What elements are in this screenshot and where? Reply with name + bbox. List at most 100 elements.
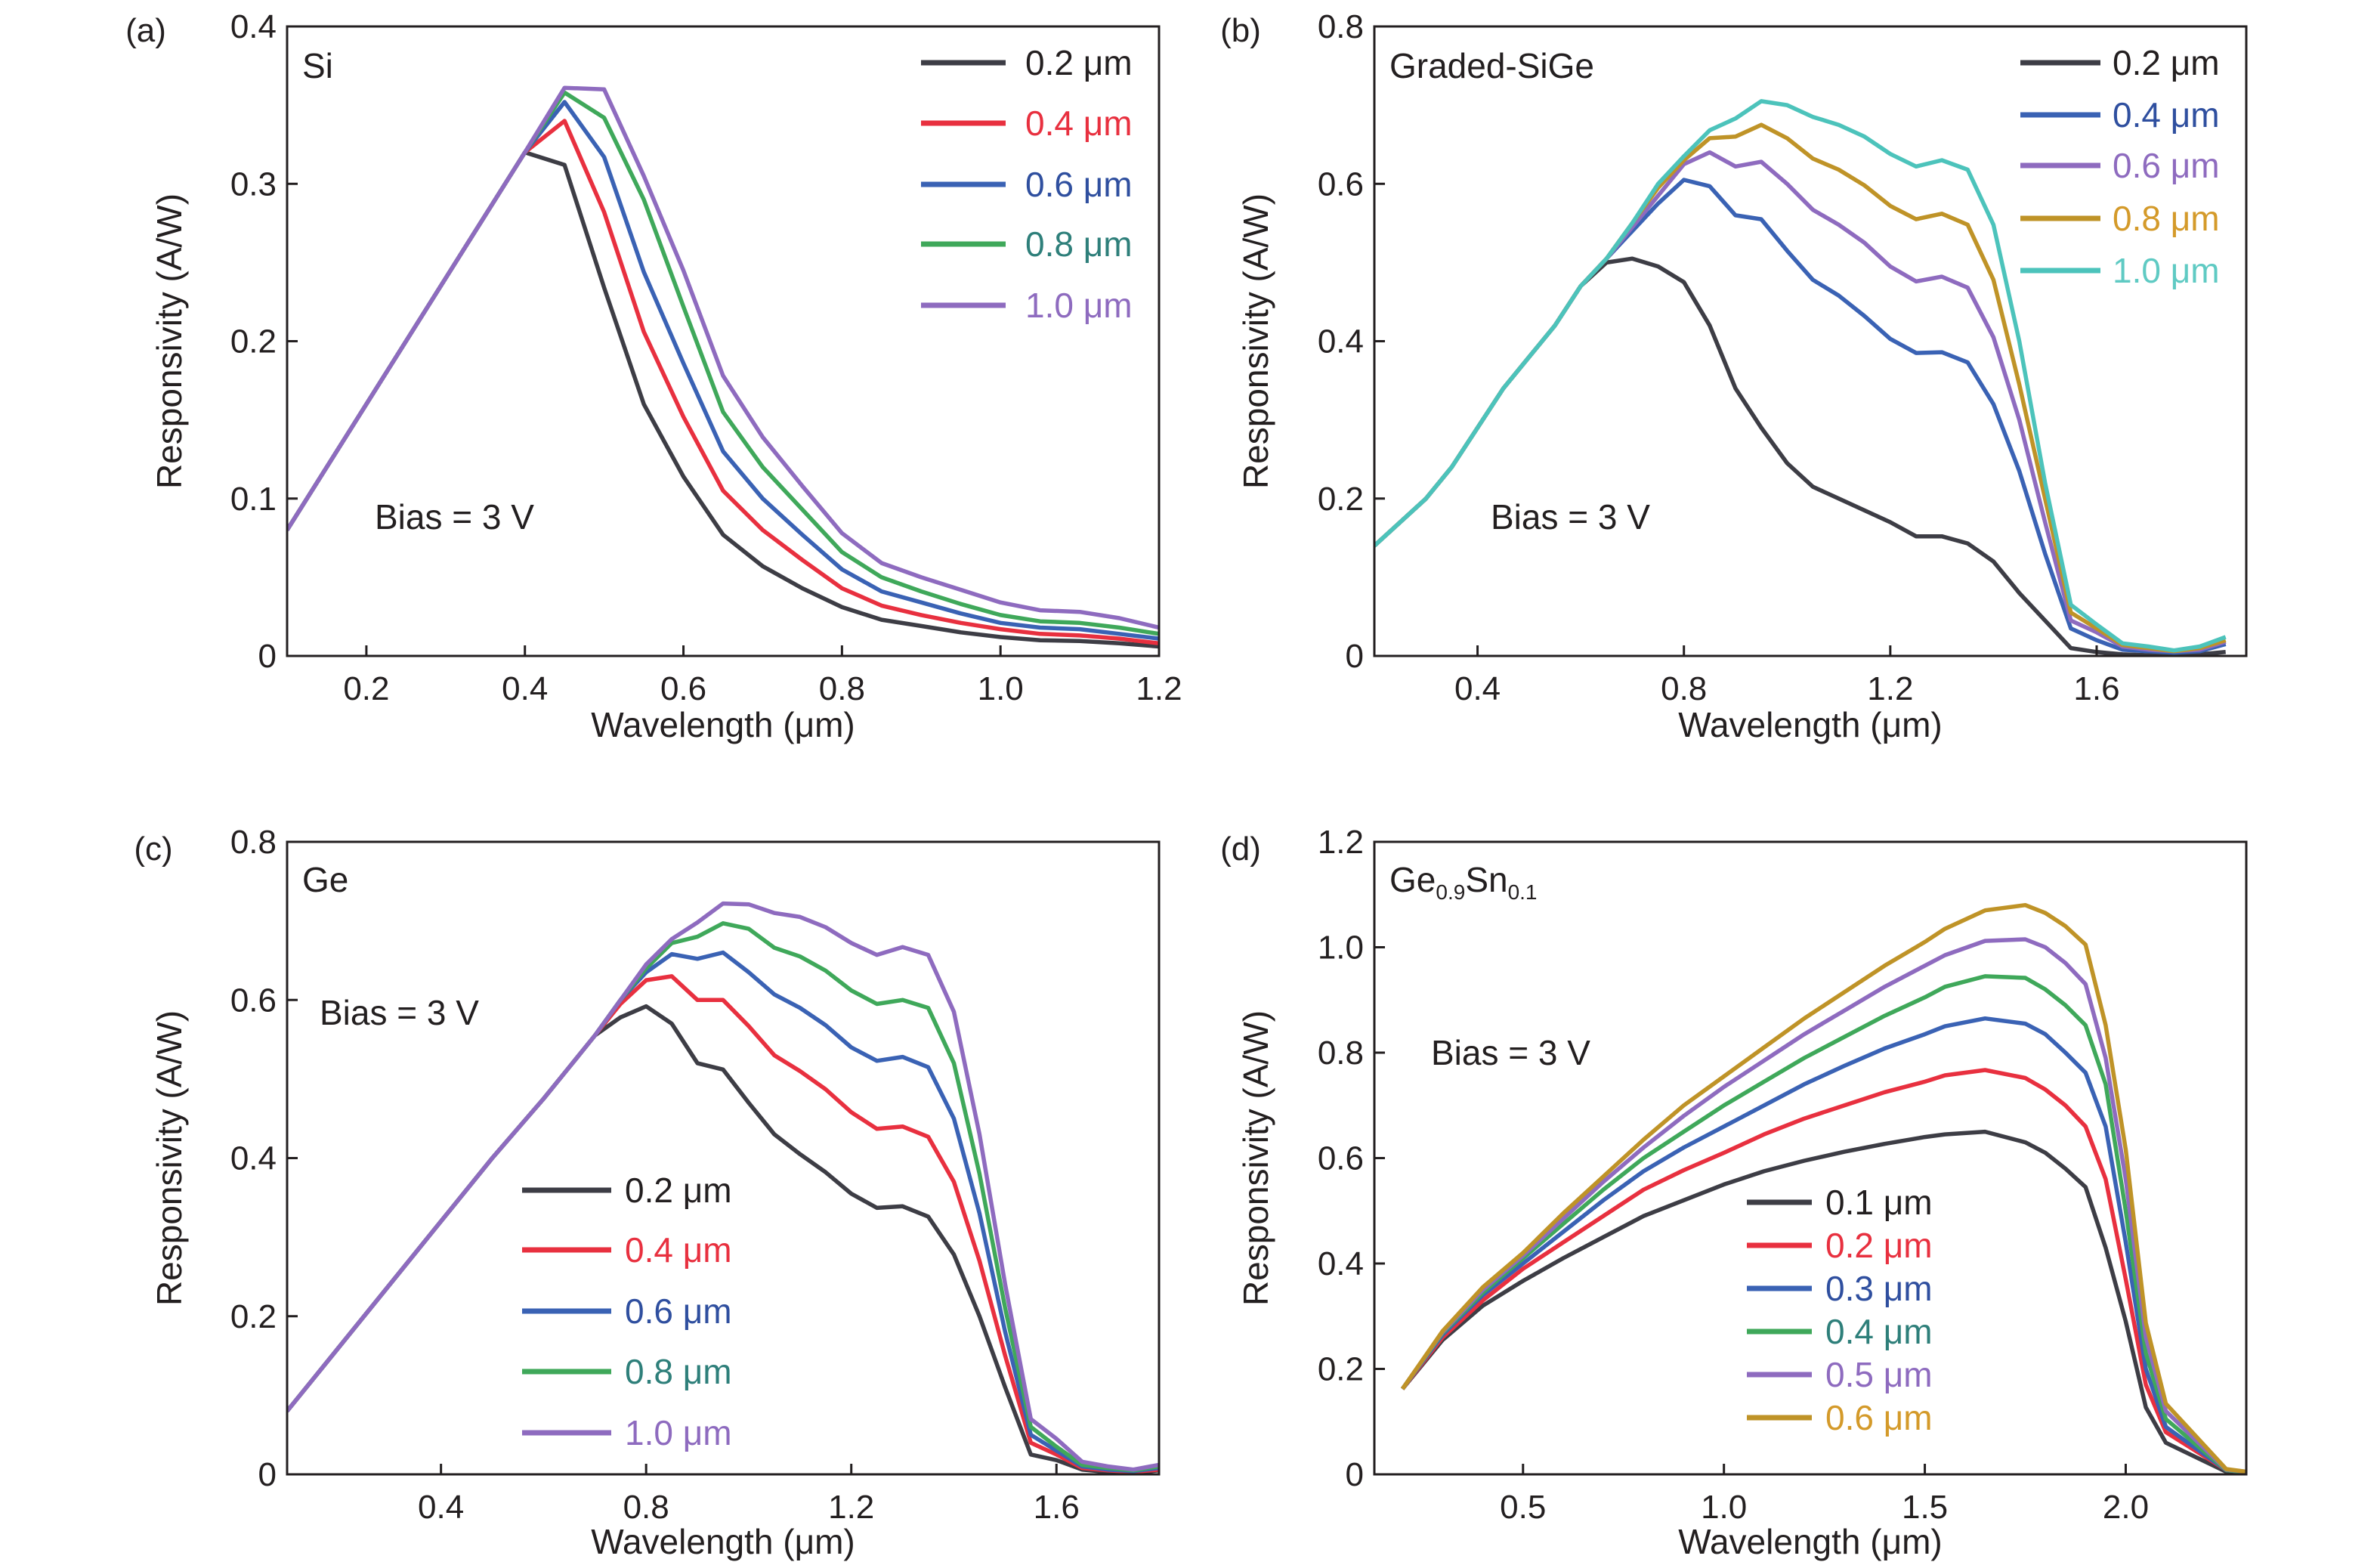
x-tick-label: 2.0 bbox=[2103, 1489, 2149, 1526]
bias-annotation: Bias = 3 V bbox=[375, 497, 534, 537]
legend: 0.2 μm 0.4 μm 0.6 μm 0.8 μm 1.0 μm bbox=[522, 1171, 732, 1452]
legend-label: 1.0 μm bbox=[2113, 251, 2220, 290]
panel-a: 0.2 0.4 0.6 0.8 1.0 1.2 0 0.1 0.2 0.3 0.4 Wavelengt… bbox=[125, 8, 1182, 744]
legend: 0.2 μm 0.4 μm 0.6 μm 0.8 μm 1.0 μm bbox=[2020, 43, 2220, 290]
y-tick-label: 0.4 bbox=[1318, 323, 1364, 360]
legend-label: 0.6 μm bbox=[1825, 1398, 1933, 1437]
material-main: Graded-SiGe bbox=[1389, 46, 1594, 85]
legend-label: 0.2 μm bbox=[2113, 43, 2220, 82]
x-tick-label: 0.8 bbox=[623, 1489, 669, 1526]
y-tick-label: 0.2 bbox=[1318, 1351, 1364, 1388]
panel-label: (b) bbox=[1220, 12, 1261, 49]
y-axis-label: Responsivity (A/W) bbox=[1236, 193, 1275, 489]
y-tick-label: 0.8 bbox=[1318, 1035, 1364, 1072]
material-label: Si bbox=[302, 46, 333, 85]
legend: 0.2 μm 0.4 μm 0.6 μm 0.8 μm 1.0 μm bbox=[921, 43, 1133, 325]
y-tick-label: 1.0 bbox=[1318, 929, 1364, 967]
x-tick-label: 0.6 bbox=[660, 670, 706, 707]
legend-label: 0.6 μm bbox=[625, 1291, 732, 1331]
series-line-0.2 bbox=[287, 150, 1159, 649]
material-main: Si bbox=[302, 46, 333, 85]
y-tick-label: 0.4 bbox=[1318, 1245, 1364, 1282]
series-group bbox=[287, 901, 1159, 1474]
y-tick-label: 0.6 bbox=[230, 982, 277, 1019]
panel-label: (d) bbox=[1220, 830, 1261, 868]
x-tick-label: 1.5 bbox=[1902, 1489, 1948, 1526]
legend-label: 0.2 μm bbox=[1825, 1226, 1933, 1265]
x-tick-label: 1.6 bbox=[2073, 670, 2119, 707]
series-line-0.2 bbox=[1401, 1068, 2246, 1474]
x-tick-label: 1.6 bbox=[1034, 1489, 1080, 1526]
legend-label: 0.4 μm bbox=[2113, 95, 2220, 135]
x-tick-label: 0.4 bbox=[418, 1489, 464, 1526]
legend: 0.1 μm 0.2 μm 0.3 μm 0.4 μm 0.5 μm 0.6 μm bbox=[1747, 1183, 1933, 1437]
bias-annotation: Bias = 3 V bbox=[1491, 497, 1650, 537]
y-tick-label: 1.2 bbox=[1318, 824, 1364, 861]
series-line-0.4 bbox=[1374, 178, 2227, 655]
y-axis-label: Responsivity (A/W) bbox=[150, 193, 189, 489]
panel-label: (a) bbox=[125, 12, 166, 49]
y-tick-label: 0.1 bbox=[230, 481, 277, 518]
series-line-0.1 bbox=[1401, 1129, 2246, 1474]
x-axis-label: Wavelength (μm) bbox=[591, 705, 855, 744]
y-tick-label: 0.6 bbox=[1318, 1140, 1364, 1177]
series-line-0.2 bbox=[1374, 256, 2226, 656]
x-tick-label: 0.4 bbox=[1454, 670, 1501, 707]
x-tick-label: 0.8 bbox=[819, 670, 865, 707]
x-tick-label: 1.0 bbox=[978, 670, 1024, 707]
series-line-1.0 bbox=[1374, 99, 2227, 653]
x-tick-label: 1.2 bbox=[828, 1489, 874, 1526]
legend-label: 0.2 μm bbox=[1025, 43, 1133, 82]
y-tick-label: 0.8 bbox=[230, 824, 277, 861]
series-line-0.3 bbox=[1400, 1016, 2246, 1474]
material-main: Sn bbox=[1465, 860, 1507, 899]
series-group bbox=[287, 85, 1159, 649]
series-line-0.5 bbox=[1400, 937, 2246, 1474]
legend-label: 0.4 μm bbox=[625, 1230, 732, 1270]
x-axis-label: Wavelength (μm) bbox=[591, 1522, 855, 1561]
panel-label: (c) bbox=[134, 830, 172, 868]
y-tick-label: 0.2 bbox=[1318, 481, 1364, 518]
y-tick-label: 0 bbox=[1346, 638, 1364, 675]
legend-label: 0.3 μm bbox=[1825, 1269, 1933, 1308]
series-line-1.0 bbox=[287, 901, 1159, 1472]
legend-label: 0.5 μm bbox=[1825, 1355, 1933, 1394]
material-sub: 0.9 bbox=[1436, 880, 1465, 904]
y-tick-label: 0.4 bbox=[230, 1140, 277, 1177]
y-tick-label: 0.2 bbox=[230, 323, 277, 360]
y-axis-label: Responsivity (A/W) bbox=[150, 1010, 189, 1306]
material-main: Ge bbox=[302, 860, 348, 899]
x-axis-label: Wavelength (μm) bbox=[1678, 1522, 1942, 1561]
x-tick-label: 0.2 bbox=[343, 670, 389, 707]
x-tick-label: 1.0 bbox=[1701, 1489, 1747, 1526]
material-main: Ge bbox=[1389, 860, 1436, 899]
legend-label: 0.8 μm bbox=[1025, 224, 1133, 264]
panel-d: 0.5 1.0 1.5 2.0 0 0.2 0.4 0.6 0.8 1.0 1.2 Wavelengt… bbox=[1220, 824, 2248, 1561]
legend-label: 0.6 μm bbox=[2113, 146, 2220, 185]
legend-label: 1.0 μm bbox=[1025, 286, 1133, 325]
legend-label: 0.8 μm bbox=[2113, 199, 2220, 238]
series-line-0.4 bbox=[1400, 974, 2246, 1474]
material-sub: 0.1 bbox=[1508, 880, 1538, 904]
x-tick-label: 0.8 bbox=[1661, 670, 1707, 707]
x-tick-label: 0.5 bbox=[1500, 1489, 1546, 1526]
y-tick-label: 0.3 bbox=[230, 165, 277, 203]
x-axis-label: Wavelength (μm) bbox=[1678, 705, 1942, 744]
x-tick-label: 0.4 bbox=[502, 670, 548, 707]
material-label: Graded-SiGe bbox=[1389, 46, 1594, 85]
y-tick-label: 0 bbox=[258, 638, 277, 675]
legend-label: 0.6 μm bbox=[1025, 165, 1133, 204]
y-tick-label: 0.6 bbox=[1318, 165, 1364, 203]
series-line-1.0 bbox=[287, 85, 1159, 630]
legend-label: 0.4 μm bbox=[1025, 104, 1133, 143]
legend-label: 0.2 μm bbox=[625, 1171, 732, 1210]
y-tick-label: 0.8 bbox=[1318, 8, 1364, 45]
bias-annotation: Bias = 3 V bbox=[320, 993, 479, 1032]
series-line-0.6 bbox=[1374, 150, 2227, 654]
y-tick-label: 0 bbox=[258, 1456, 277, 1493]
material-label: Ge0.9Sn0.1 bbox=[1389, 860, 1538, 904]
legend-label: 0.4 μm bbox=[1825, 1312, 1933, 1351]
